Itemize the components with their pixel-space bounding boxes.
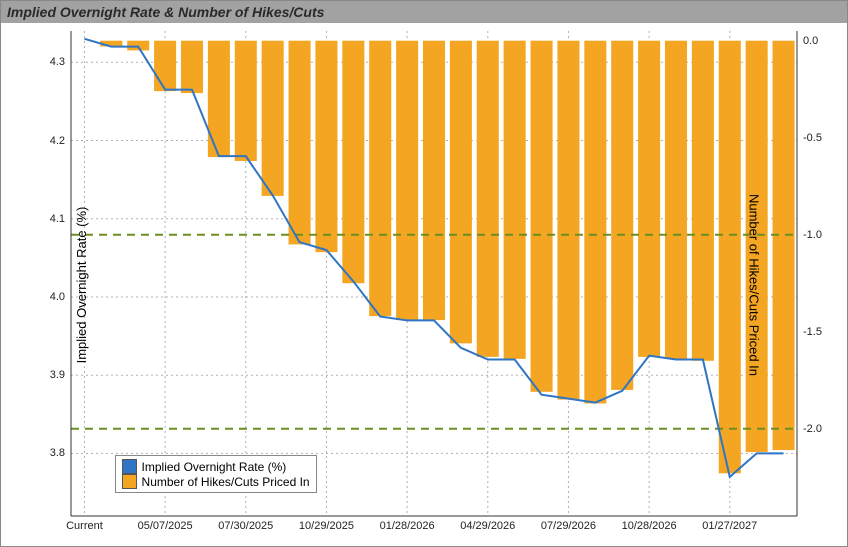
axis-tick-label: 4.1 — [50, 213, 65, 225]
axis-tick-label: 04/29/2026 — [460, 520, 515, 532]
axis-tick-label: 4.3 — [50, 56, 65, 68]
axis-tick-label: 3.8 — [50, 447, 65, 459]
axis-tick-label: 0.0 — [803, 35, 818, 47]
axis-tick-label: 01/27/2027 — [702, 520, 757, 532]
axis-tick-label: 10/29/2025 — [299, 520, 354, 532]
chart-title: Implied Overnight Rate & Number of Hikes… — [7, 4, 324, 20]
legend-swatch-bar — [122, 474, 137, 489]
legend-item-bar: Number of Hikes/Cuts Priced In — [122, 474, 310, 489]
axis-tick-label: -1.5 — [803, 326, 822, 338]
axis-tick-label: 01/28/2026 — [380, 520, 435, 532]
axis-tick-label: -1.0 — [803, 229, 822, 241]
y-right-axis-label: Number of Hikes/Cuts Priced In — [746, 193, 761, 375]
axis-tick-label: 07/30/2025 — [218, 520, 273, 532]
axis-tick-label: -0.5 — [803, 132, 822, 144]
legend-label-line: Implied Overnight Rate (%) — [142, 460, 287, 474]
legend: Implied Overnight Rate (%) Number of Hik… — [115, 455, 317, 493]
chart-area: Implied Overnight Rate (%) Number of Hik… — [1, 23, 847, 546]
axis-tick-label: Current — [66, 520, 103, 532]
legend-swatch-line — [122, 459, 137, 474]
y-left-axis-label: Implied Overnight Rate (%) — [74, 206, 89, 363]
axis-tick-label: 4.0 — [50, 291, 65, 303]
legend-label-bar: Number of Hikes/Cuts Priced In — [142, 475, 310, 489]
axis-tick-label: 3.9 — [50, 369, 65, 381]
axis-tick-label: 07/29/2026 — [541, 520, 596, 532]
axis-tick-label: 4.2 — [50, 135, 65, 147]
axis-tick-label: 10/28/2026 — [622, 520, 677, 532]
legend-item-line: Implied Overnight Rate (%) — [122, 459, 310, 474]
axis-tick-label: -2.0 — [803, 423, 822, 435]
chart-title-bar: Implied Overnight Rate & Number of Hikes… — [1, 1, 847, 23]
axis-tick-label: 05/07/2025 — [138, 520, 193, 532]
